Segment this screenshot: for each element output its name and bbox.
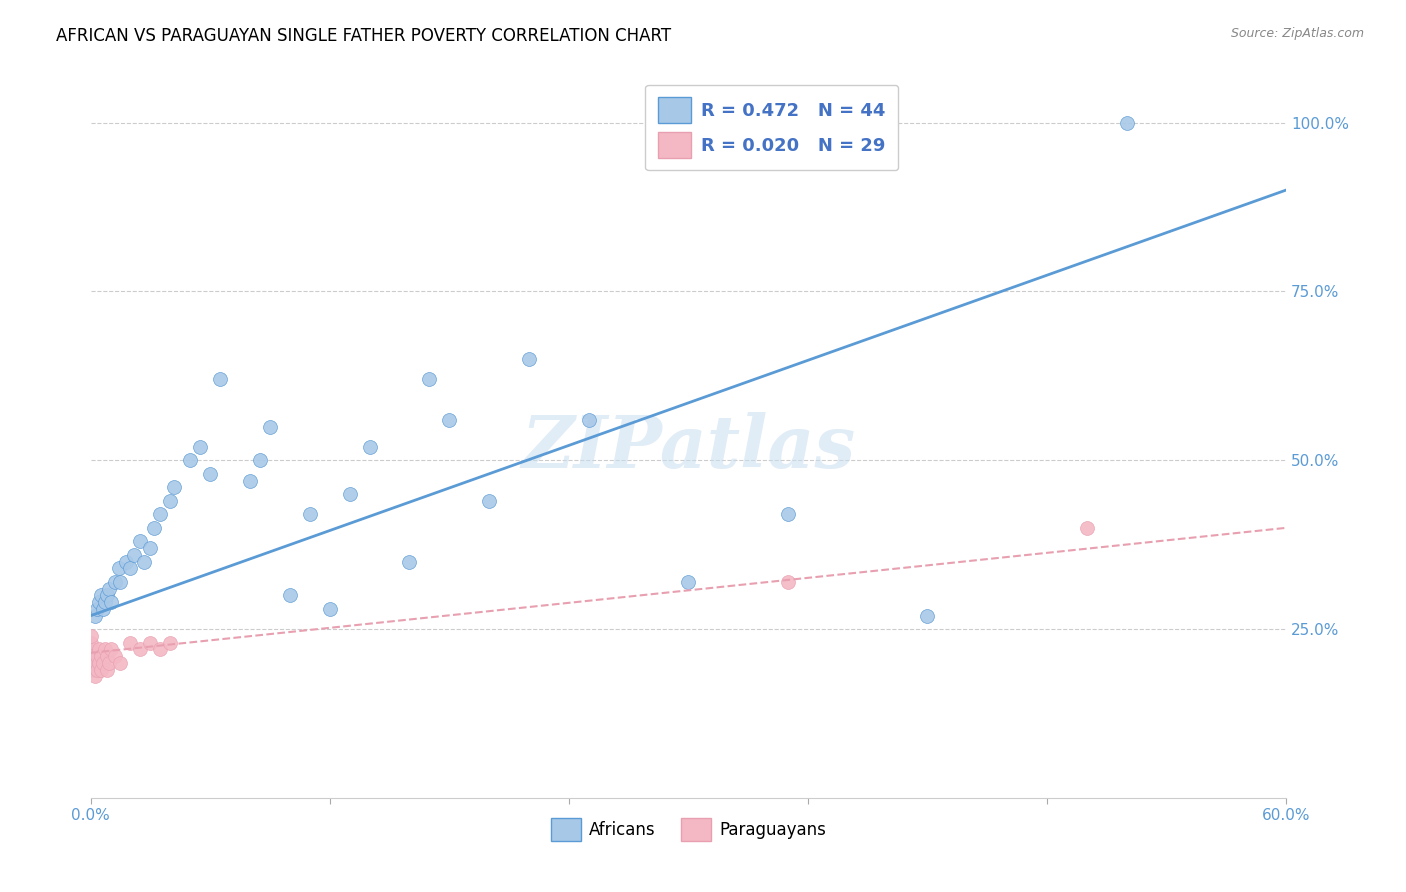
Point [100, 642, 122, 657]
Point [129, 642, 152, 657]
Point [107, 561, 129, 575]
Point [96, 663, 118, 677]
Point [163, 480, 186, 494]
Point [90, 589, 112, 603]
Point [83, 669, 105, 683]
Point [143, 521, 166, 535]
Point [318, 602, 340, 616]
Point [776, 574, 799, 589]
Point [93, 595, 115, 609]
Point [1115, 115, 1137, 129]
Point [79, 656, 101, 670]
Point [179, 453, 201, 467]
Point [159, 493, 181, 508]
Point [96, 649, 118, 664]
Point [517, 351, 540, 366]
Text: ZIPatlas: ZIPatlas [522, 412, 855, 483]
Point [83, 656, 105, 670]
Point [115, 555, 138, 569]
Point [86, 663, 108, 677]
Point [79, 629, 101, 643]
Point [259, 419, 281, 434]
Point [91, 656, 114, 670]
Point [124, 548, 146, 562]
Point [149, 642, 172, 657]
Point [398, 555, 420, 569]
Point [188, 440, 211, 454]
Point [86, 649, 108, 664]
Point [120, 561, 142, 575]
Point [198, 467, 221, 481]
Point [776, 508, 799, 522]
Point [91, 602, 114, 616]
Point [90, 649, 112, 664]
Point [110, 656, 132, 670]
Point [278, 589, 301, 603]
Point [79, 636, 101, 650]
Point [917, 608, 939, 623]
Point [83, 608, 105, 623]
Point [239, 474, 262, 488]
Point [1076, 521, 1098, 535]
Point [87, 595, 110, 609]
Point [129, 534, 152, 549]
Point [120, 636, 142, 650]
Point [93, 642, 115, 657]
Point [96, 589, 118, 603]
Point [82, 663, 104, 677]
Text: AFRICAN VS PARAGUAYAN SINGLE FATHER POVERTY CORRELATION CHART: AFRICAN VS PARAGUAYAN SINGLE FATHER POVE… [56, 27, 672, 45]
Point [339, 487, 361, 501]
Point [298, 508, 321, 522]
Point [578, 413, 600, 427]
Point [139, 541, 162, 555]
Point [87, 656, 110, 670]
Point [249, 453, 271, 467]
Point [97, 582, 120, 596]
Point [103, 574, 125, 589]
Point [82, 649, 104, 664]
Point [134, 555, 156, 569]
Point [87, 642, 110, 657]
Point [103, 649, 125, 664]
Point [139, 636, 162, 650]
Point [90, 663, 112, 677]
Legend: R = 0.472   N = 44, R = 0.020   N = 29: R = 0.472 N = 44, R = 0.020 N = 29 [645, 85, 898, 170]
Point [209, 372, 232, 386]
Point [678, 574, 700, 589]
Point [149, 508, 172, 522]
Point [159, 636, 181, 650]
Point [439, 413, 461, 427]
Point [86, 602, 108, 616]
Point [110, 574, 132, 589]
Point [79, 642, 101, 657]
Point [97, 656, 120, 670]
Point [418, 372, 440, 386]
Text: Source: ZipAtlas.com: Source: ZipAtlas.com [1230, 27, 1364, 40]
Point [359, 440, 381, 454]
Point [478, 493, 501, 508]
Point [100, 595, 122, 609]
